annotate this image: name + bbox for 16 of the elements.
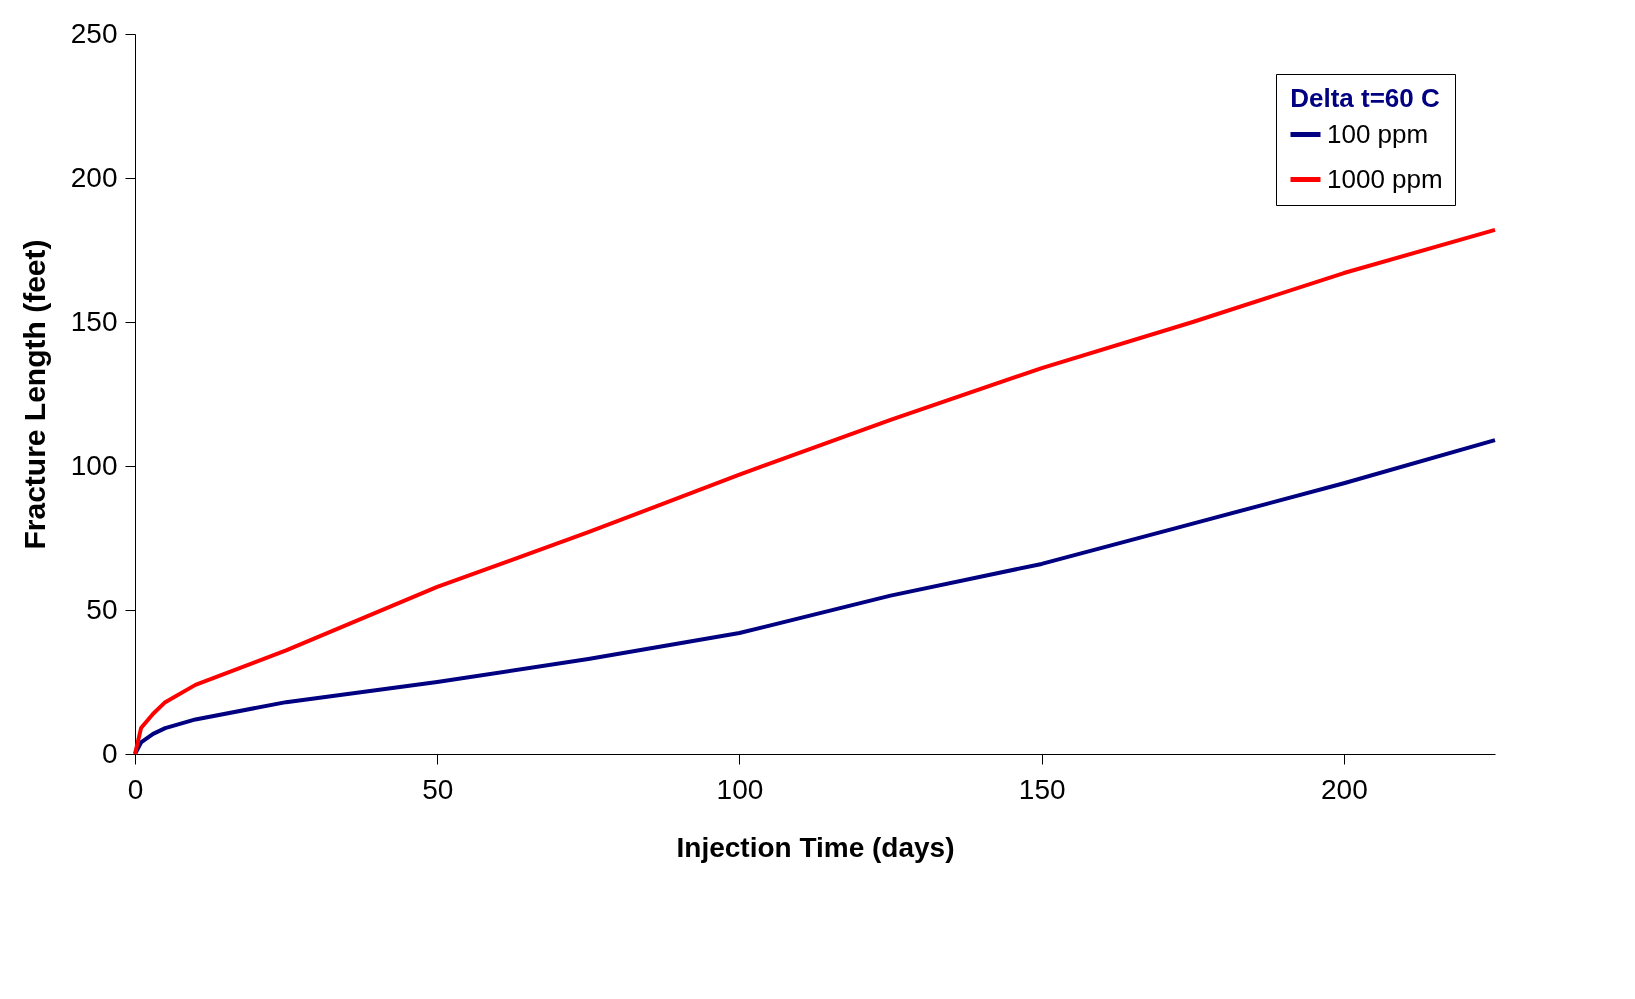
x-tick-label: 100 [716, 773, 764, 805]
x-tick-label: 200 [1321, 773, 1368, 805]
y-tick-label: 250 [70, 17, 118, 49]
x-tick-label: 150 [1018, 773, 1066, 805]
y-tick-label: 100 [70, 449, 118, 481]
y-tick-label: 200 [70, 161, 118, 193]
y-tick-label: 50 [86, 593, 118, 625]
x-tick-label: 0 [127, 773, 144, 805]
x-axis-title: Injection Time (days) [676, 831, 955, 863]
legend-label: 100 ppm [1327, 118, 1429, 149]
x-tick-label: 50 [422, 773, 454, 805]
legend-label: 1000 ppm [1327, 163, 1443, 194]
y-tick-label: 150 [70, 305, 118, 337]
legend-title: Delta t=60 C [1290, 83, 1440, 113]
y-tick-label: 0 [101, 737, 118, 769]
y-axis-title: Fracture Length (feet) [17, 239, 51, 550]
